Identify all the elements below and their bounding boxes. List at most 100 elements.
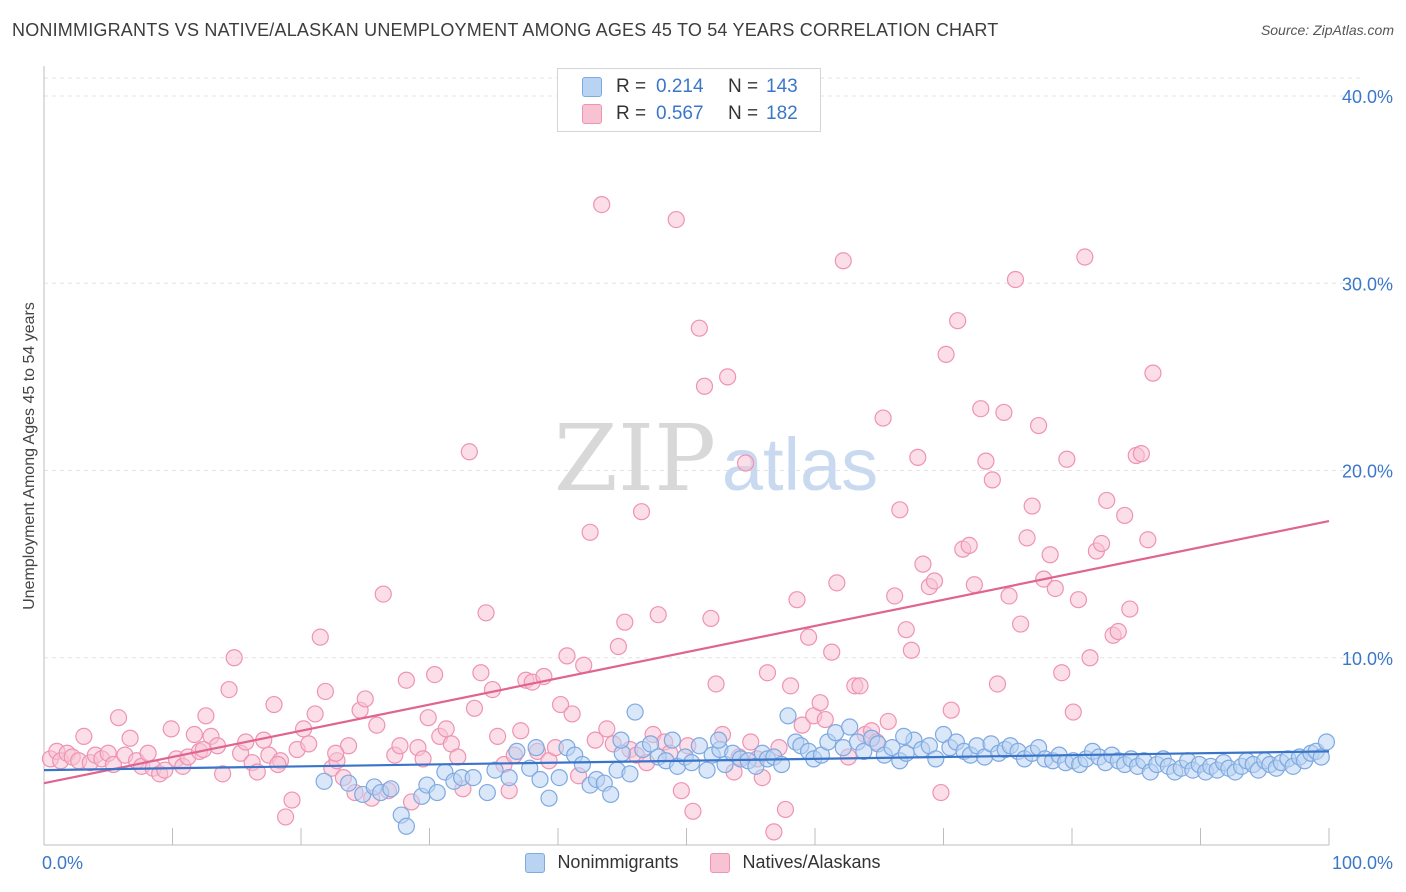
natives-point [139, 744, 157, 762]
natives-point [551, 695, 570, 714]
natives-point [758, 664, 777, 682]
natives-point [742, 733, 760, 751]
natives-point [891, 501, 909, 519]
nonimmigrants-point [540, 789, 558, 807]
legend-row-nonimmigrants: R = 0.214 N = 143 [582, 74, 798, 100]
nonimmigrants-point [641, 735, 660, 753]
natives-point [449, 748, 467, 766]
natives-point [1006, 270, 1025, 289]
y-tick-label: 40.0% [1342, 87, 1393, 107]
natives-point [886, 587, 904, 605]
nonimmigrants-point [602, 785, 620, 804]
nonimmigrants-point [855, 742, 873, 760]
natives-point [719, 368, 737, 386]
nonimmigrants-swatch [582, 77, 602, 97]
natives-point [391, 737, 409, 755]
nonimmigrants-point [927, 750, 945, 768]
legend-item-natives-alaskans[interactable]: Natives/Alaskans [710, 852, 881, 873]
nonimmigrants-point [663, 731, 681, 749]
natives-point [834, 252, 852, 270]
natives-point [586, 731, 604, 749]
natives-point [1046, 579, 1064, 598]
trend-lines [43, 519, 1330, 785]
natives-point [311, 628, 329, 646]
natives-point [1064, 703, 1082, 721]
natives-point [788, 591, 806, 609]
natives-point [368, 716, 386, 734]
natives-point [327, 744, 345, 762]
y-tick-label: 30.0% [1342, 274, 1393, 294]
gridlines [44, 77, 1360, 659]
nonimmigrants-point [621, 765, 639, 783]
natives-point [339, 737, 358, 755]
natives-point [960, 536, 978, 555]
natives-point [879, 712, 897, 731]
nonimmigrants-point [339, 774, 358, 792]
natives-point [632, 503, 651, 521]
nonimmigrants-point [1312, 748, 1330, 766]
nonimmigrants-point [315, 772, 333, 790]
nonimmigrants-point [895, 727, 913, 745]
natives-point [799, 628, 818, 646]
natives-point [925, 572, 944, 590]
natives-point [988, 675, 1007, 693]
natives-point [695, 377, 714, 395]
natives-point [909, 448, 927, 466]
natives-point [374, 585, 392, 603]
natives-point [1023, 497, 1041, 515]
nonimmigrants-point [841, 718, 859, 736]
nonimmigrants-swatch [525, 852, 546, 873]
legend-item-nonimmigrants[interactable]: Nonimmigrants [525, 852, 678, 873]
series-legend: Nonimmigrants Natives/Alaskans [0, 852, 1406, 873]
nonimmigrants-point [626, 703, 644, 721]
y-axis-label: Unemployment Among Ages 45 to 54 years [21, 302, 38, 610]
natives-point [983, 471, 1001, 489]
natives-point [414, 750, 432, 768]
natives-point [851, 677, 869, 695]
natives-point [902, 641, 920, 659]
natives-point [1058, 450, 1076, 468]
natives-point [419, 709, 437, 727]
natives-point [283, 791, 301, 809]
y-tick-label: 10.0% [1342, 649, 1393, 669]
natives-point [465, 699, 484, 717]
nonimmigrants-point [573, 755, 592, 774]
natives-point [823, 643, 841, 661]
nonimmigrants-point [382, 780, 400, 798]
natives-point [1029, 416, 1048, 435]
nonimmigrants-trend-line [43, 750, 1330, 772]
natives-point [316, 682, 335, 701]
y-tick-label: 20.0% [1342, 462, 1393, 482]
natives-point [197, 707, 215, 725]
nonimmigrants-point [478, 783, 496, 802]
nonimmigrants-point [1317, 733, 1336, 751]
n-label: N = [728, 76, 759, 97]
natives-point [185, 725, 203, 744]
natives-point [472, 664, 490, 682]
tick-labels: 10.0% 20.0% 30.0% 40.0% 0.0% 100.0% [42, 87, 1393, 873]
natives-point [942, 701, 960, 719]
natives-point [1069, 591, 1088, 609]
natives-point [1098, 491, 1116, 510]
n-label: N = [728, 103, 759, 124]
natives-point [609, 637, 627, 656]
watermark-zip: ZIP [554, 405, 716, 512]
natives-point [437, 720, 455, 738]
natives-point [702, 609, 720, 628]
nonimmigrants-point [710, 731, 728, 749]
nonimmigrants-point [779, 707, 797, 725]
n-value: 143 [766, 76, 798, 97]
x-tick-label: 0.0% [42, 853, 83, 873]
natives-point [156, 761, 174, 779]
natives-point [581, 523, 599, 541]
nonimmigrants-point [508, 742, 526, 760]
natives-point [1076, 248, 1094, 266]
natives-point [276, 808, 295, 826]
nonimmigrants-point [521, 759, 539, 777]
source-credit: Source: ZipAtlas.com [1260, 22, 1394, 38]
nonimmigrants-point [486, 761, 504, 779]
natives-point [598, 720, 616, 738]
natives-point [690, 319, 708, 337]
x-tick-label: 100.0% [1332, 853, 1393, 873]
natives-point [1018, 529, 1036, 547]
